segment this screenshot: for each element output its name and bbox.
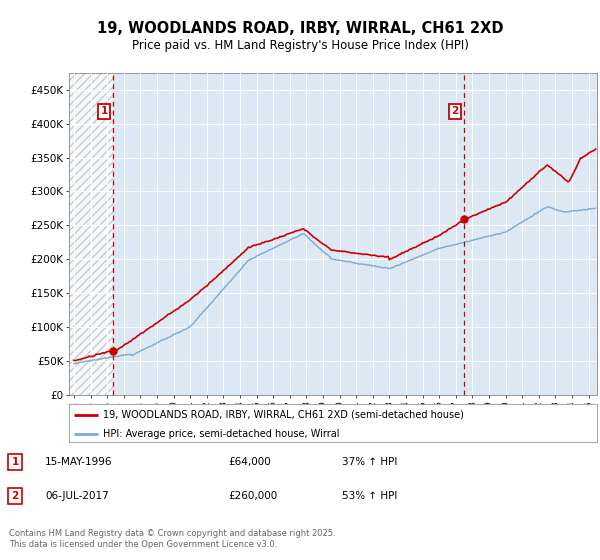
Text: 1: 1 [101,106,108,116]
Text: Price paid vs. HM Land Registry's House Price Index (HPI): Price paid vs. HM Land Registry's House … [131,39,469,52]
Text: 37% ↑ HPI: 37% ↑ HPI [342,457,397,467]
Text: 19, WOODLANDS ROAD, IRBY, WIRRAL, CH61 2XD: 19, WOODLANDS ROAD, IRBY, WIRRAL, CH61 2… [97,21,503,36]
Text: 06-JUL-2017: 06-JUL-2017 [45,491,109,501]
Text: Contains HM Land Registry data © Crown copyright and database right 2025.
This d: Contains HM Land Registry data © Crown c… [9,529,335,549]
Text: 2: 2 [11,491,19,501]
Text: £260,000: £260,000 [228,491,277,501]
Text: 19, WOODLANDS ROAD, IRBY, WIRRAL, CH61 2XD (semi-detached house): 19, WOODLANDS ROAD, IRBY, WIRRAL, CH61 2… [103,410,464,420]
Text: 1: 1 [11,457,19,467]
Text: 15-MAY-1996: 15-MAY-1996 [45,457,113,467]
Text: HPI: Average price, semi-detached house, Wirral: HPI: Average price, semi-detached house,… [103,429,340,439]
Bar [69,73,113,395]
Text: £64,000: £64,000 [228,457,271,467]
Text: 53% ↑ HPI: 53% ↑ HPI [342,491,397,501]
Text: 2: 2 [452,106,459,116]
